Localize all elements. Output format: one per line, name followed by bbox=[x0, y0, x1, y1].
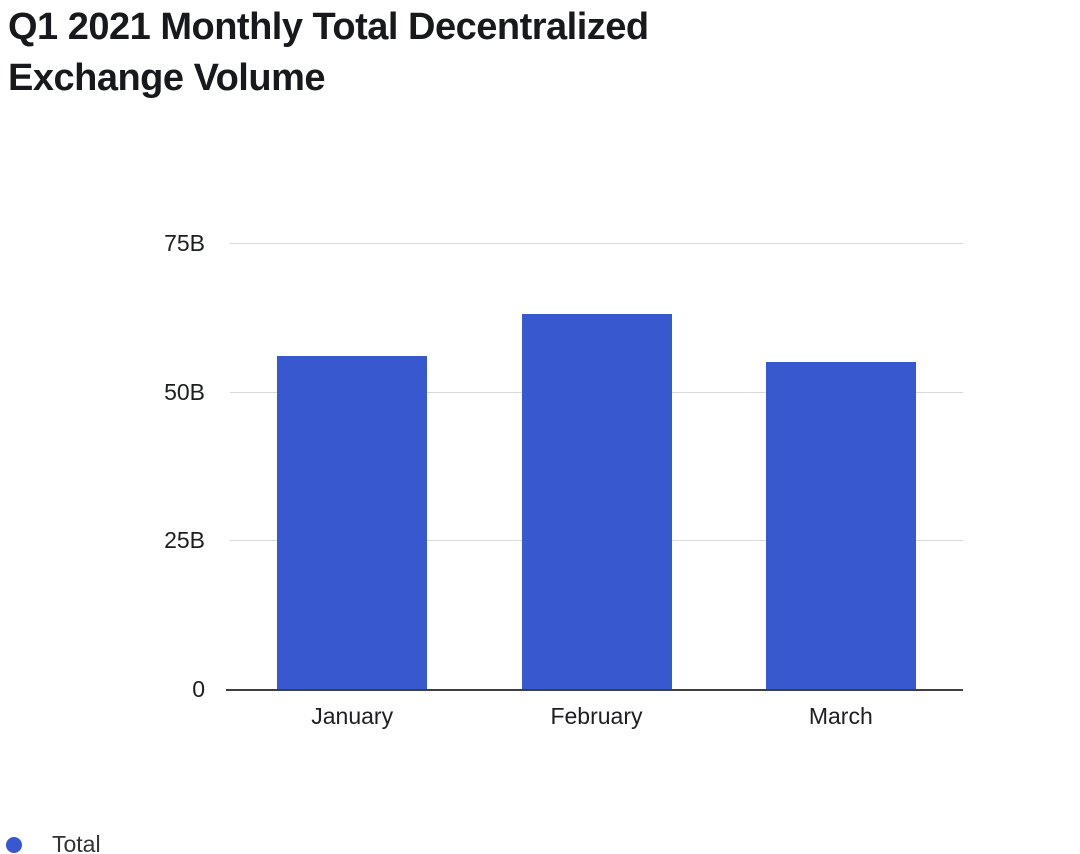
legend: Total bbox=[6, 831, 101, 854]
bar-march[interactable] bbox=[765, 361, 916, 689]
chart-title: Q1 2021 Monthly Total Decentralized Exch… bbox=[8, 6, 649, 99]
legend-label: Total bbox=[52, 831, 101, 854]
x-axis-label-february: February bbox=[550, 703, 643, 729]
x-axis-label-march: March bbox=[808, 703, 873, 729]
x-axis-label-january: January bbox=[311, 703, 394, 729]
y-axis-tick-label: 50B bbox=[164, 378, 205, 405]
bar-february[interactable] bbox=[521, 314, 672, 689]
y-axis-tick-label: 25B bbox=[164, 527, 205, 554]
bar-january[interactable] bbox=[277, 356, 428, 689]
gridline-75b bbox=[230, 243, 963, 244]
y-axis-tick-label: 0 bbox=[192, 676, 205, 702]
legend-marker-dot bbox=[6, 836, 22, 853]
legend-item-total[interactable]: Total bbox=[6, 831, 101, 854]
x-axis-line bbox=[226, 689, 963, 691]
plot-area bbox=[226, 230, 963, 691]
y-axis-tick-label: 75B bbox=[164, 230, 205, 256]
